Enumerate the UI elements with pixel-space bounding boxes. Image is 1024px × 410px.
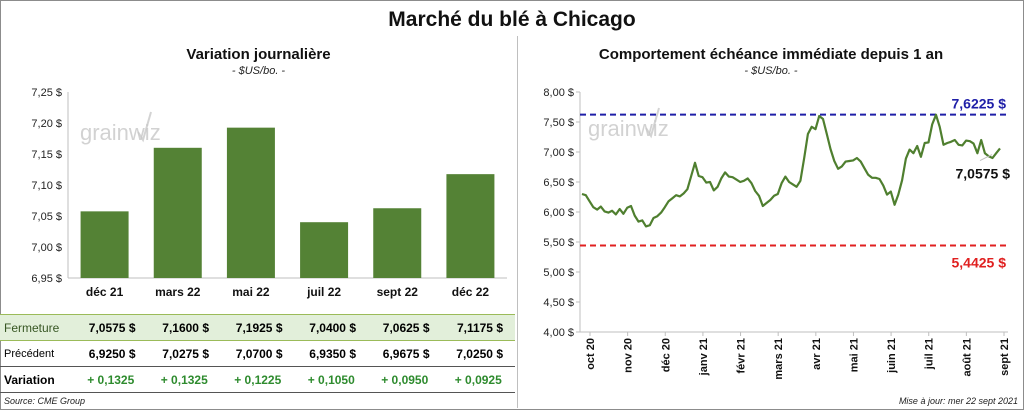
- table-cell: + 0,1225: [221, 366, 295, 393]
- table-cell: 7,0575 $: [74, 314, 148, 341]
- table-row-variation: Variation + 0,1325 + 0,1325 + 0,1225 + 0…: [0, 366, 515, 393]
- x-tick-label: mars 22: [155, 285, 201, 299]
- y-tick-label: 4,50 $: [543, 297, 574, 309]
- table-cell: 7,1925 $: [221, 314, 295, 341]
- table-cell: 7,0625 $: [368, 314, 442, 341]
- bar-chart-title: Variation journalière: [186, 46, 331, 63]
- x-tick-label: août 21: [961, 338, 973, 377]
- table-cell: 7,1600 $: [147, 314, 221, 341]
- y-tick-label: 8,00 $: [543, 87, 574, 99]
- table-row-close: Fermeture 7,0575 $ 7,1600 $ 7,1925 $ 7,0…: [0, 314, 515, 341]
- table-cell: + 0,1325: [147, 366, 221, 393]
- update-note: Mise à jour: mer 22 sept 2021: [898, 396, 1018, 406]
- row-label: Précédent: [0, 340, 74, 367]
- line-chart-title: Comportement échéance immédiate depuis 1…: [598, 46, 944, 63]
- y-tick-label: 4,00 $: [543, 327, 574, 339]
- y-tick-label: 7,50 $: [543, 117, 574, 129]
- x-tick-label: févr 21: [736, 338, 748, 373]
- last-value-leader: [979, 154, 993, 161]
- x-tick-label: déc 21: [86, 285, 124, 299]
- table-cell: 7,0275 $: [147, 340, 221, 367]
- table-cell: 6,9250 $: [74, 340, 148, 367]
- panel-divider: [517, 36, 518, 408]
- price-table: Fermeture 7,0575 $ 7,1600 $ 7,1925 $ 7,0…: [0, 314, 515, 393]
- x-tick-label: nov 20: [623, 338, 635, 373]
- last-value-label: 7,0575 $: [956, 166, 1011, 182]
- y-tick-label: 7,20 $: [31, 118, 62, 130]
- low-value-label: 5,4425 $: [952, 254, 1007, 270]
- x-tick-label: mai 21: [848, 338, 860, 372]
- table-cell: 7,0700 $: [221, 340, 295, 367]
- table-cell: 7,0400 $: [294, 314, 368, 341]
- y-tick-label: 7,25 $: [31, 87, 62, 99]
- bar-chart-subtitle: - $US/bo. -: [231, 65, 286, 77]
- watermark-icon: [137, 111, 152, 143]
- bar: [80, 211, 129, 278]
- x-tick-label: juin 21: [886, 338, 898, 374]
- line-chart: 4,00 $ 4,50 $ 5,00 $ 5,50 $ 6,00 $ 6,50 $ 7,00…: [543, 87, 1011, 380]
- high-value-label: 7,6225 $: [952, 96, 1007, 112]
- x-tick-label: juil 21: [924, 338, 936, 370]
- x-tick-label: déc 22: [452, 285, 490, 299]
- y-tick-label: 7,10 $: [31, 180, 62, 192]
- y-tick-label: 5,50 $: [543, 237, 574, 249]
- y-tick-label: 6,95 $: [31, 273, 62, 285]
- page-title: Marché du blé à Chicago: [388, 8, 636, 31]
- table-cell: + 0,0925: [441, 366, 515, 393]
- row-label: Fermeture: [0, 314, 74, 341]
- x-tick-label: mars 21: [773, 338, 785, 380]
- x-tick-label: avr 21: [811, 338, 823, 370]
- source-note: Source: CME Group: [4, 396, 86, 406]
- table-cell: 6,9675 $: [368, 340, 442, 367]
- row-label: Variation: [0, 366, 74, 393]
- bar: [153, 147, 202, 278]
- y-tick-label: 7,00 $: [543, 147, 574, 159]
- price-series-line: [581, 113, 1001, 228]
- table-row-previous: Précédent 6,9250 $ 7,0275 $ 7,0700 $ 6,9…: [0, 340, 515, 367]
- table-cell: + 0,0950: [368, 366, 442, 393]
- table-cell: 7,0250 $: [441, 340, 515, 367]
- y-tick-label: 5,00 $: [543, 267, 574, 279]
- x-tick-label: sept 21: [999, 338, 1011, 376]
- table-cell: + 0,1050: [294, 366, 368, 393]
- x-tick-label: déc 20: [660, 338, 672, 372]
- y-tick-label: 6,50 $: [543, 177, 574, 189]
- x-tick-label: juil 22: [306, 285, 341, 299]
- y-tick-label: 7,15 $: [31, 149, 62, 161]
- watermark-icon: [645, 107, 660, 139]
- y-tick-label: 7,05 $: [31, 211, 62, 223]
- table-cell: + 0,1325: [74, 366, 148, 393]
- y-tick-label: 6,00 $: [543, 207, 574, 219]
- y-tick-label: 7,00 $: [31, 242, 62, 254]
- table-cell: 6,9350 $: [294, 340, 368, 367]
- x-tick-label: sept 22: [377, 285, 419, 299]
- table-cell: 7,1175 $: [441, 314, 515, 341]
- bar-chart: 6,95 $ 7,00 $ 7,05 $ 7,10 $ 7,15 $ 7,20 $ 7,25…: [31, 87, 507, 299]
- bar: [446, 174, 495, 278]
- x-tick-label: mai 22: [232, 285, 270, 299]
- x-tick-label: janv 21: [698, 338, 710, 376]
- bar: [300, 222, 349, 278]
- bar: [373, 208, 422, 278]
- line-chart-subtitle: - $US/bo. -: [744, 65, 798, 77]
- bar: [226, 127, 275, 279]
- x-tick-label: oct 20: [585, 338, 597, 370]
